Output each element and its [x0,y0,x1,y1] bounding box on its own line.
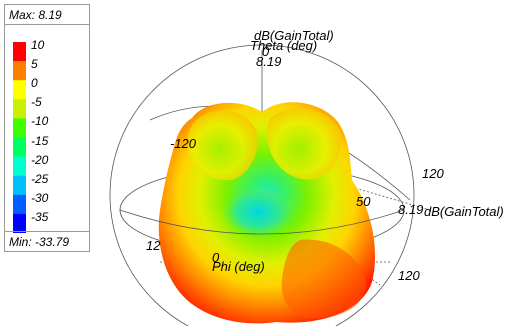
legend-color-swatch [13,194,26,215]
label-0: 0 [212,250,220,265]
gain-bottom-lobe [281,239,366,319]
theta-axis-title: Theta (deg) [250,38,317,53]
legend-color-swatch [13,156,26,177]
legend-tick-label: -20 [31,152,49,167]
sphere-outline [109,44,415,331]
label-120-lower: 120 [398,268,420,283]
gain-surface [158,102,376,324]
radial-axis-title: dB(GainTotal) [424,204,504,219]
top-gain-label: dB(GainTotal) [254,28,334,43]
legend-color-swatch [13,61,26,81]
legend-tick-label: 0 [31,76,38,91]
label-120-upper: 120 [422,166,444,181]
legend-color-swatch [13,175,26,196]
label-neg120: -120 [170,136,197,151]
gain-lobe-left [187,110,258,181]
phi-axis-title: Phi (deg) [212,259,265,274]
legend-color-swatch [13,42,26,62]
legend-tick-label: -35 [31,209,49,224]
legend-tick-label: -30 [31,190,49,205]
legend-color-swatch [13,213,26,233]
legend-tick-label: -5 [31,95,42,110]
theta-zero-label: 0 [262,44,270,59]
legend-tick-label: 5 [31,57,38,72]
legend-min-label: Min: -33.79 [5,231,89,251]
legend-tick-label: 10 [31,38,45,52]
legend-tick-label: -25 [31,171,49,186]
legend-color-swatch [13,137,26,158]
gain-null-region [222,186,294,238]
legend-color-swatch [13,80,26,100]
legend-color-swatch [13,118,26,138]
legend-max-label: Max: 8.19 [5,5,89,25]
legend-tick-label: -10 [31,114,49,129]
right-value-label: 8.19 [398,202,423,217]
legend-color-bar [13,42,26,233]
label-12: 12 [146,238,161,253]
top-value-label: 8.19 [256,54,281,69]
equator-front-arc [119,209,405,235]
color-legend: Max: 8.19 10 5 0 -5 -10 -15 -20 -25 -30 -35 Min: … [4,4,90,252]
legend-color-swatch [13,99,26,119]
gain-lobe-right [267,108,342,180]
legend-tick-label: -15 [31,133,49,148]
label-50: 50 [356,194,371,209]
